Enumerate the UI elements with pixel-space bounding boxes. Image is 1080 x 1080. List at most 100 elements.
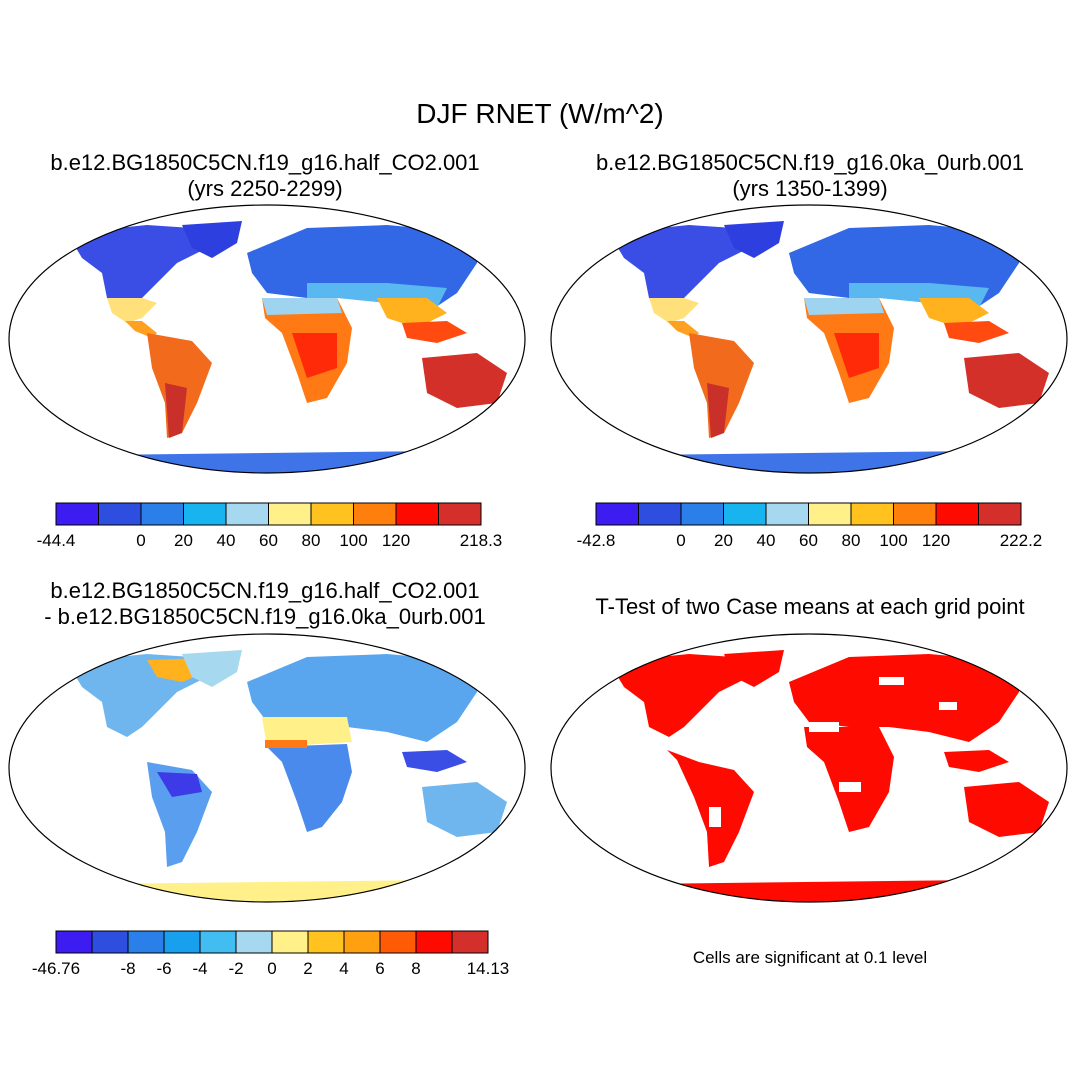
colorbar-tick-label: 8 xyxy=(411,959,420,978)
southern-asia xyxy=(919,298,989,328)
colorbar-tick-label: 0 xyxy=(676,531,685,550)
colorbar-swatch xyxy=(353,502,397,526)
colorbar-swatch xyxy=(935,502,979,526)
colorbar-tick-label: -4 xyxy=(192,959,207,978)
colorbar-swatch xyxy=(127,930,165,954)
colorbar-tick-label: 4 xyxy=(339,959,348,978)
colorbar-tick-label: -42.8 xyxy=(577,531,616,550)
colorbar-tick-label: 20 xyxy=(714,531,733,550)
top-left-title-line1: b.e12.BG1850C5CN.f19_g16.half_CO2.001 xyxy=(50,150,480,175)
sahara-region xyxy=(262,717,352,747)
colorbar-swatch xyxy=(271,930,309,954)
colorbar-tick-label: 14.13 xyxy=(467,959,510,978)
nonsignificant-patch xyxy=(709,807,721,827)
colorbar-swatch xyxy=(343,930,381,954)
antarctica-landmass xyxy=(551,451,1067,473)
colorbar-swatch xyxy=(451,930,489,954)
bottom-left-panel-title: b.e12.BG1850C5CN.f19_g16.half_CO2.001 - … xyxy=(10,578,520,630)
top-right-panel-title: b.e12.BG1850C5CN.f19_g16.0ka_0urb.001 (y… xyxy=(555,150,1065,202)
south-america-south xyxy=(707,383,729,438)
significance-note: Cells are significant at 0.1 level xyxy=(692,948,928,967)
antarctica-landmass xyxy=(551,880,1067,902)
bottom-left-title-line1: b.e12.BG1850C5CN.f19_g16.half_CO2.001 xyxy=(50,578,480,603)
africa-landmass xyxy=(267,744,352,832)
colorbar-bottom-left: -46.76 -8 -6 -4 -2 0 2 4 6 8 14.13 xyxy=(32,930,510,978)
bottom-left-title-line2: - b.e12.BG1850C5CN.f19_g16.0ka_0urb.001 xyxy=(44,604,486,629)
australia-landmass xyxy=(964,353,1049,408)
australia-landmass xyxy=(422,782,507,837)
colorbar-swatch xyxy=(723,502,767,526)
colorbar-swatch xyxy=(183,502,227,526)
nonsignificant-patch xyxy=(764,732,784,744)
africa-center xyxy=(834,333,879,378)
colorbar-swatch xyxy=(680,502,724,526)
south-america-south xyxy=(165,383,187,438)
colorbar-swatch xyxy=(638,502,682,526)
colorbar-swatch xyxy=(595,502,639,526)
south-america-landmass xyxy=(147,333,212,438)
top-right-title-line2: (yrs 1350-1399) xyxy=(732,176,888,201)
colorbar-tick-label: 218.3 xyxy=(460,531,503,550)
colorbar-tick-label: 120 xyxy=(922,531,950,550)
africa-landmass xyxy=(804,727,894,832)
bottom-right-panel-title: T-Test of two Case means at each grid po… xyxy=(555,594,1065,620)
colorbar-swatch xyxy=(55,502,99,526)
colorbar-swatch xyxy=(379,930,417,954)
colorbar-swatch xyxy=(225,502,269,526)
colorbar-tick-label: 222.2 xyxy=(1000,531,1043,550)
north-america-landmass xyxy=(609,225,759,308)
colorbar-tick-label: 100 xyxy=(879,531,907,550)
colorbar-swatch xyxy=(55,930,93,954)
colorbar-tick-label: 120 xyxy=(382,531,410,550)
nonsignificant-patch xyxy=(839,782,861,792)
figure-title: DJF RNET (W/m^2) xyxy=(416,98,664,129)
north-america-landmass xyxy=(609,654,759,737)
indonesia-islands xyxy=(402,321,467,343)
north-america-south xyxy=(107,298,157,323)
australia-landmass xyxy=(422,353,507,408)
colorbar-swatch xyxy=(91,930,129,954)
colorbar-swatch xyxy=(98,502,142,526)
map-top-left xyxy=(8,204,526,474)
colorbar-swatch xyxy=(850,502,894,526)
indonesia-islands xyxy=(944,321,1009,343)
nonsignificant-patch xyxy=(879,677,904,685)
australia-landmass xyxy=(964,782,1049,837)
africa-center xyxy=(292,333,337,378)
indonesia-islands xyxy=(944,750,1009,772)
colorbar-tick-label: 20 xyxy=(174,531,193,550)
colorbar-tick-label: -44.4 xyxy=(37,531,76,550)
south-america-landmass xyxy=(689,333,754,438)
map-bottom-right xyxy=(550,633,1068,903)
north-america-landmass xyxy=(67,225,217,308)
africa-north xyxy=(262,298,342,315)
colorbar-tick-label: 6 xyxy=(375,959,384,978)
map-bottom-left xyxy=(8,633,526,903)
colorbar-swatch xyxy=(235,930,273,954)
colorbar-swatch xyxy=(307,930,345,954)
colorbar-tick-label: 0 xyxy=(267,959,276,978)
colorbar-swatch xyxy=(163,930,201,954)
colorbar-top-left: -44.4 0 20 40 60 80 100 120 218.3 xyxy=(37,502,503,550)
colorbar-swatch xyxy=(808,502,852,526)
colorbar-swatch xyxy=(893,502,937,526)
indonesia-islands xyxy=(402,750,467,772)
colorbar-tick-label: 40 xyxy=(757,531,776,550)
greenland-landmass xyxy=(724,221,784,258)
colorbar-tick-label: 0 xyxy=(136,531,145,550)
colorbar-swatch xyxy=(395,502,439,526)
antarctica-landmass xyxy=(9,451,525,473)
colorbar-swatch xyxy=(310,502,354,526)
africa-north xyxy=(804,298,884,315)
top-left-title-line2: (yrs 2250-2299) xyxy=(187,176,343,201)
colorbar-swatch xyxy=(268,502,312,526)
colorbar-tick-label: 100 xyxy=(339,531,367,550)
top-right-title-line1: b.e12.BG1850C5CN.f19_g16.0ka_0urb.001 xyxy=(595,150,1025,175)
colorbar-tick-label: 80 xyxy=(302,531,321,550)
eurasia-landmass xyxy=(789,654,1019,742)
colorbar-tick-label: -8 xyxy=(120,959,135,978)
colorbar-swatch xyxy=(765,502,809,526)
greenland-landmass xyxy=(182,221,242,258)
sahel-band xyxy=(265,740,307,748)
colorbar-swatch xyxy=(140,502,184,526)
